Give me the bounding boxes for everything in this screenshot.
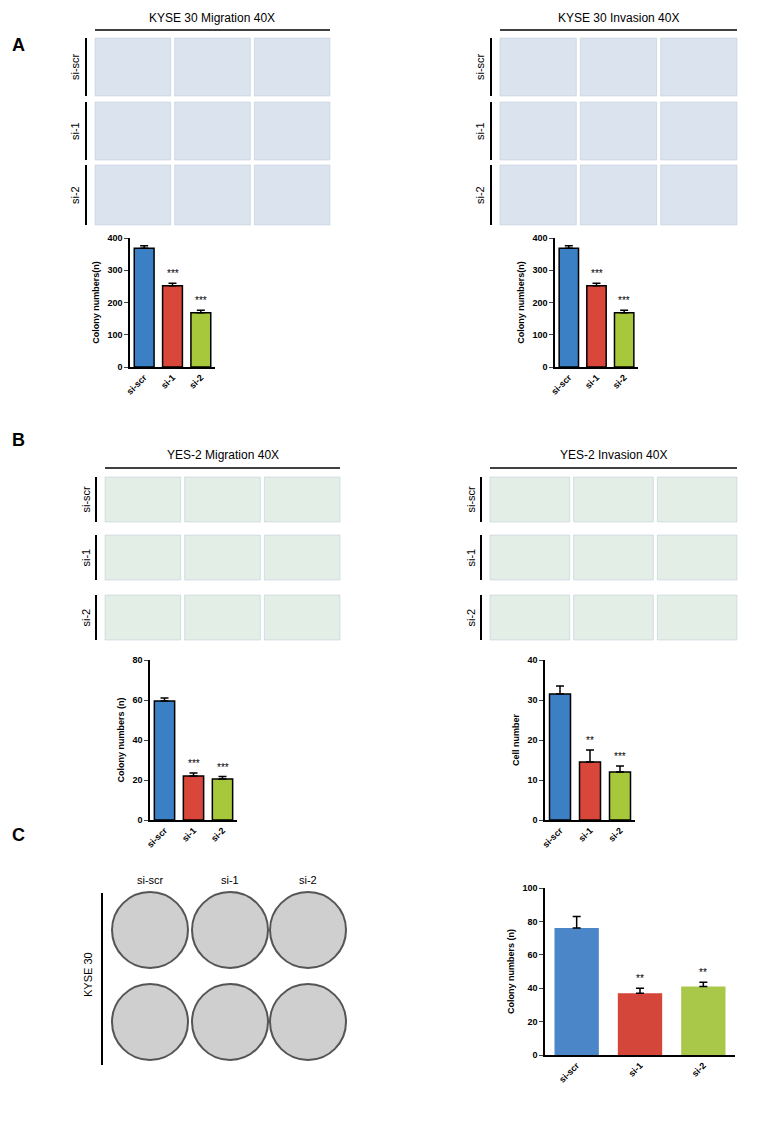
svg-text:***: *** bbox=[614, 751, 626, 762]
svg-text:A: A bbox=[12, 35, 25, 55]
svg-text:0: 0 bbox=[532, 815, 537, 825]
svg-text:si-scr: si-scr bbox=[125, 372, 149, 396]
svg-text:Colony numbers(n): Colony numbers(n) bbox=[516, 261, 526, 344]
svg-text:20: 20 bbox=[132, 775, 142, 785]
svg-text:B: B bbox=[12, 430, 25, 450]
svg-text:20: 20 bbox=[527, 735, 537, 745]
svg-text:si-2: si-2 bbox=[474, 186, 486, 204]
svg-text:60: 60 bbox=[527, 950, 537, 960]
svg-text:300: 300 bbox=[107, 265, 122, 275]
svg-text:100: 100 bbox=[532, 330, 547, 340]
svg-text:si-2: si-2 bbox=[465, 609, 477, 627]
svg-text:si-1: si-1 bbox=[69, 122, 81, 140]
svg-text:40: 40 bbox=[527, 655, 537, 665]
svg-text:100: 100 bbox=[522, 883, 537, 893]
svg-text:si-scr: si-scr bbox=[557, 1060, 581, 1084]
svg-text:si-1: si-1 bbox=[627, 1061, 645, 1079]
svg-text:si-1: si-1 bbox=[577, 826, 595, 844]
svg-text:si-1: si-1 bbox=[474, 122, 486, 140]
svg-text:KYSE 30: KYSE 30 bbox=[82, 952, 94, 997]
svg-text:si-2: si-2 bbox=[690, 1061, 708, 1079]
svg-text:si-scr: si-scr bbox=[145, 825, 169, 849]
svg-text:Colony numbers(n): Colony numbers(n) bbox=[91, 261, 101, 344]
svg-text:si-2: si-2 bbox=[187, 373, 205, 391]
svg-text:**: ** bbox=[636, 973, 644, 984]
svg-text:si-2: si-2 bbox=[299, 874, 317, 886]
svg-text:30: 30 bbox=[527, 695, 537, 705]
svg-text:200: 200 bbox=[107, 298, 122, 308]
svg-text:KYSE 30 Invasion 40X: KYSE 30 Invasion 40X bbox=[558, 11, 679, 25]
svg-text:0: 0 bbox=[532, 1050, 537, 1060]
svg-text:***: *** bbox=[167, 268, 179, 279]
svg-text:80: 80 bbox=[527, 917, 537, 927]
svg-text:si-scr: si-scr bbox=[465, 486, 477, 513]
svg-text:400: 400 bbox=[532, 233, 547, 243]
svg-text:0: 0 bbox=[542, 362, 547, 372]
svg-text:10: 10 bbox=[527, 775, 537, 785]
svg-text:Colony numbers (n): Colony numbers (n) bbox=[116, 697, 126, 782]
svg-text:80: 80 bbox=[132, 655, 142, 665]
svg-text:20: 20 bbox=[527, 1017, 537, 1027]
svg-text:200: 200 bbox=[532, 298, 547, 308]
svg-text:Colony numbers (n): Colony numbers (n) bbox=[506, 929, 516, 1014]
svg-text:si-1: si-1 bbox=[583, 373, 601, 391]
svg-text:40: 40 bbox=[132, 735, 142, 745]
svg-text:si-1: si-1 bbox=[221, 874, 239, 886]
svg-text:KYSE 30 Migration 40X: KYSE 30 Migration 40X bbox=[149, 11, 275, 25]
svg-text:si-scr: si-scr bbox=[80, 486, 92, 513]
svg-text:40: 40 bbox=[527, 983, 537, 993]
svg-text:si-scr: si-scr bbox=[137, 874, 164, 886]
svg-text:YES-2 Migration 40X: YES-2 Migration 40X bbox=[167, 448, 279, 462]
svg-text:0: 0 bbox=[137, 815, 142, 825]
svg-text:si-2: si-2 bbox=[209, 826, 227, 844]
svg-text:60: 60 bbox=[132, 695, 142, 705]
svg-text:si-1: si-1 bbox=[180, 826, 198, 844]
svg-text:**: ** bbox=[586, 735, 594, 746]
svg-text:Cell number: Cell number bbox=[511, 714, 521, 767]
svg-text:0: 0 bbox=[117, 362, 122, 372]
svg-text:C: C bbox=[12, 825, 25, 845]
svg-text:si-2: si-2 bbox=[611, 373, 629, 391]
svg-text:***: *** bbox=[195, 295, 207, 306]
svg-text:si-2: si-2 bbox=[80, 609, 92, 627]
svg-text:***: *** bbox=[618, 295, 630, 306]
svg-text:si-1: si-1 bbox=[80, 549, 92, 567]
svg-text:si-2: si-2 bbox=[69, 186, 81, 204]
svg-text:si-scr: si-scr bbox=[541, 825, 565, 849]
svg-text:si-scr: si-scr bbox=[474, 53, 486, 80]
svg-text:***: *** bbox=[591, 268, 603, 279]
svg-text:**: ** bbox=[699, 967, 707, 978]
svg-text:si-scr: si-scr bbox=[549, 372, 573, 396]
svg-text:YES-2 Invasion 40X: YES-2 Invasion 40X bbox=[560, 448, 667, 462]
svg-text:300: 300 bbox=[532, 265, 547, 275]
svg-text:400: 400 bbox=[107, 233, 122, 243]
svg-text:100: 100 bbox=[107, 330, 122, 340]
svg-text:si-scr: si-scr bbox=[69, 53, 81, 80]
svg-text:si-1: si-1 bbox=[159, 373, 177, 391]
svg-text:si-1: si-1 bbox=[465, 549, 477, 567]
svg-text:***: *** bbox=[188, 758, 200, 769]
svg-text:si-2: si-2 bbox=[607, 826, 625, 844]
svg-text:***: *** bbox=[217, 762, 229, 773]
